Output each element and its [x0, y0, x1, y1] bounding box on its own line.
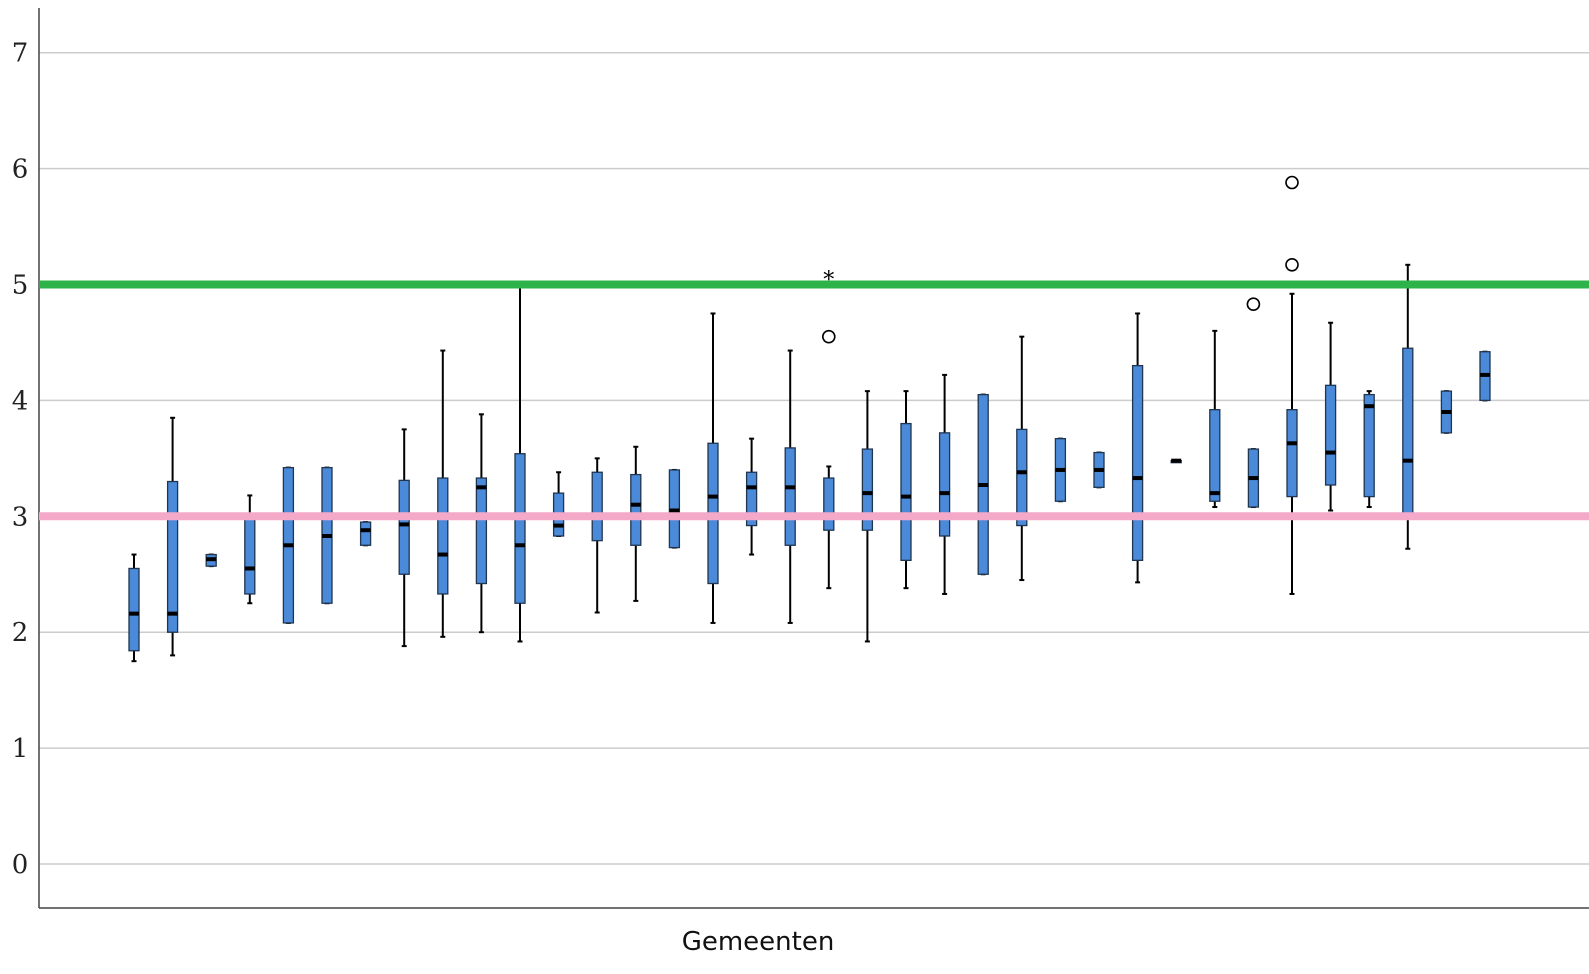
- y-tick-label: 2: [12, 618, 29, 648]
- box: [515, 454, 525, 604]
- box-group: [1247, 298, 1259, 507]
- box-group: [1094, 453, 1104, 488]
- box: [631, 475, 641, 546]
- box: [1210, 410, 1220, 502]
- box-group: [168, 418, 178, 656]
- outlier-marker: [1247, 298, 1259, 310]
- box-group: [1286, 177, 1298, 594]
- box-group: [708, 313, 718, 622]
- box: [1326, 385, 1336, 485]
- gridlines: [39, 53, 1589, 864]
- box-group: [669, 470, 679, 548]
- box-group: [1017, 337, 1027, 580]
- box: [901, 424, 911, 561]
- box: [476, 478, 486, 583]
- box-group: [747, 439, 757, 555]
- box-group: [515, 285, 525, 642]
- outlier-marker: [1286, 259, 1298, 271]
- box-group: [554, 472, 564, 536]
- box: [1017, 429, 1027, 525]
- outlier-marker: [1286, 177, 1298, 189]
- box-group: [1364, 391, 1374, 507]
- box: [361, 522, 371, 545]
- boxes: *: [129, 177, 1490, 662]
- y-tick-label: 4: [12, 386, 29, 416]
- x-axis-label: Gemeenten: [682, 927, 835, 957]
- box: [1287, 410, 1297, 497]
- box-group: [1055, 439, 1065, 502]
- y-tick-labels: 0 1 2 3 4 5 6 7: [12, 39, 29, 880]
- box-group: [901, 391, 911, 588]
- box-group: [476, 414, 486, 632]
- box-group: [283, 468, 293, 623]
- box-group: [1326, 323, 1336, 511]
- box: [168, 482, 178, 633]
- y-tick-label: 0: [12, 850, 29, 880]
- y-tick-label: 5: [12, 271, 29, 301]
- box-group: [361, 522, 371, 545]
- box: [824, 478, 834, 530]
- box: [940, 433, 950, 536]
- box: [129, 568, 139, 650]
- box-group: [1441, 391, 1451, 433]
- box: [1133, 366, 1143, 561]
- box-group: [631, 447, 641, 601]
- box-group: [978, 395, 988, 575]
- y-tick-label: 6: [12, 155, 29, 185]
- box: [785, 448, 795, 545]
- box-group: [206, 555, 216, 567]
- box-group: [1403, 265, 1413, 549]
- box: [1364, 395, 1374, 497]
- axes: [39, 8, 1589, 908]
- box-group: [245, 495, 255, 603]
- box: [438, 478, 448, 594]
- box-group: [1210, 331, 1220, 507]
- box-group: [785, 351, 795, 623]
- y-tick-label: 1: [12, 734, 29, 764]
- box: [1403, 348, 1413, 516]
- box: [399, 480, 409, 574]
- y-tick-label: 3: [12, 502, 29, 532]
- box: [245, 516, 255, 594]
- box-group: [940, 375, 950, 594]
- box-group: [399, 429, 409, 646]
- box-group: [438, 351, 448, 637]
- box-group: *: [823, 268, 835, 588]
- y-tick-label: 7: [12, 39, 29, 69]
- outlier-marker: [823, 331, 835, 343]
- box: [592, 472, 602, 540]
- box-group: [1171, 461, 1181, 463]
- box-group: [322, 468, 332, 604]
- box-group: [1480, 352, 1490, 401]
- box-group: [592, 458, 602, 612]
- box-group: [129, 555, 139, 662]
- box-group: [1133, 313, 1143, 582]
